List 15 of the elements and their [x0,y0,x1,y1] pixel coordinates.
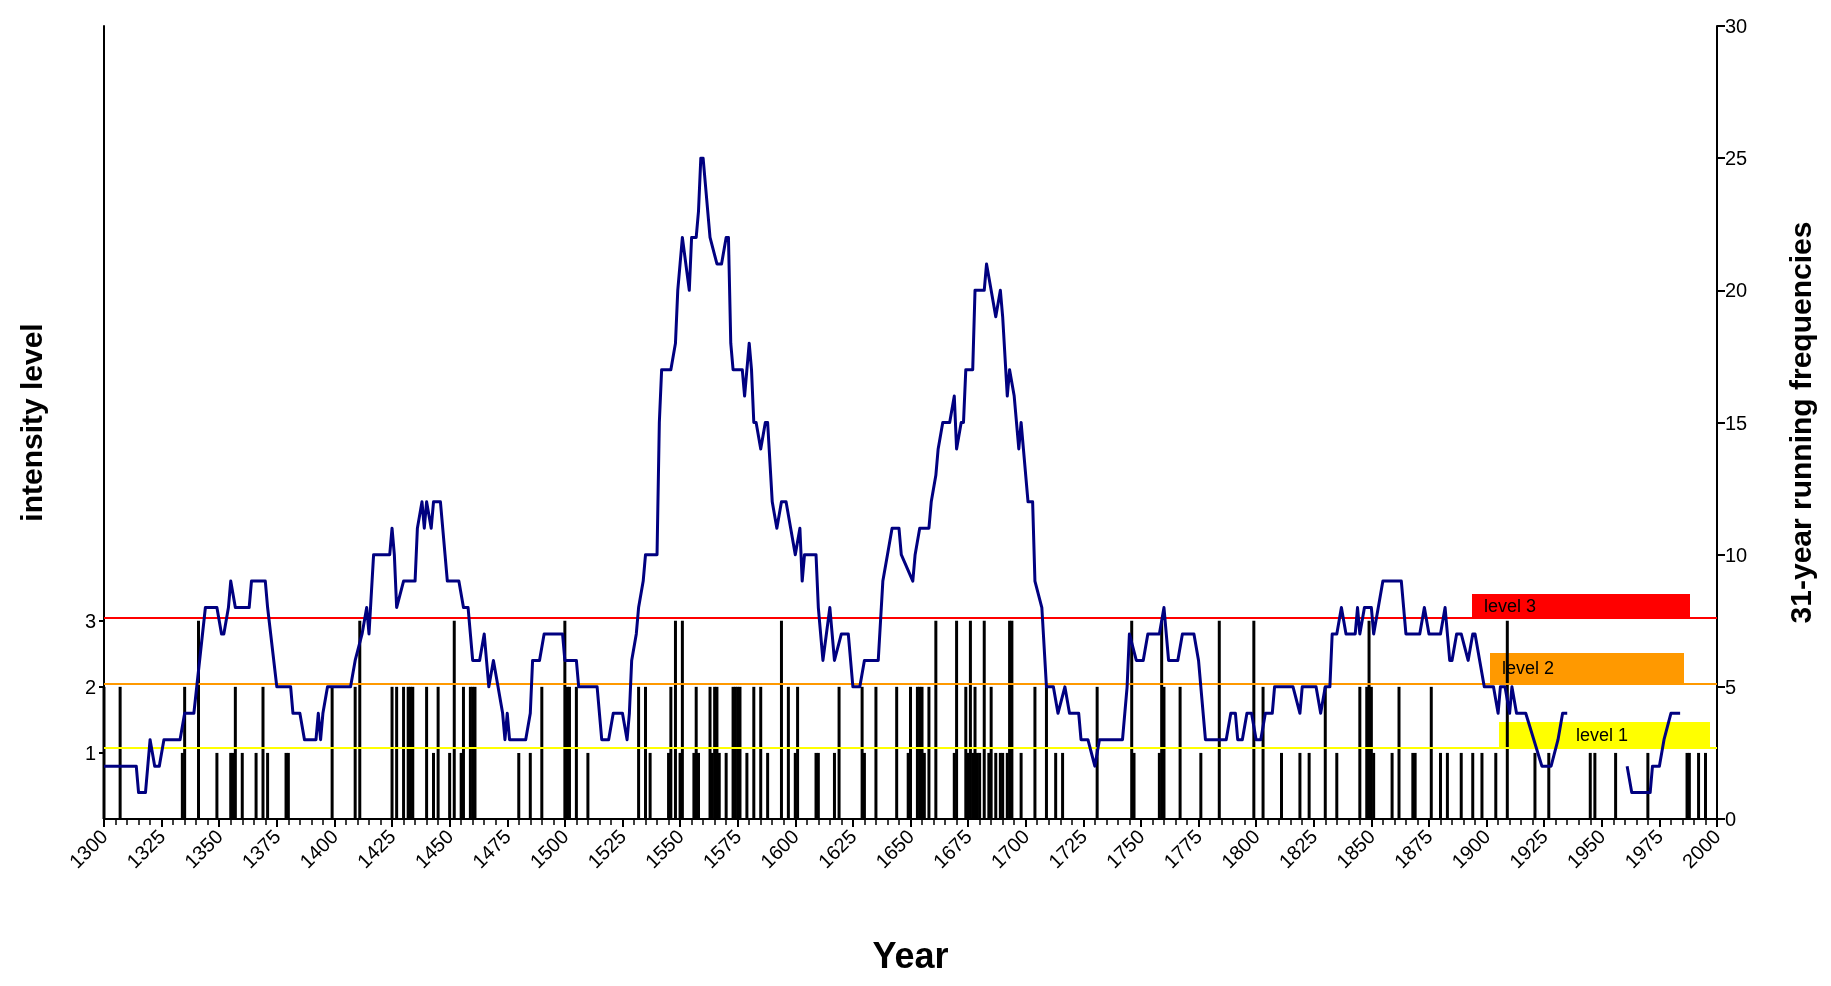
y2-tick-label: 20 [1725,279,1748,302]
y-tick-label: 3 [84,609,96,632]
level-tag: level 1 [1499,721,1710,748]
y-axis-title: intensity level [14,323,48,522]
y2-tick-label: 15 [1725,411,1748,434]
x-axis-title: Year [872,934,949,976]
level-tag: level 3 [1472,594,1690,619]
y-tick-label: 1 [84,741,96,764]
y2-tick-label: 25 [1725,147,1748,170]
y2-tick-label: 0 [1725,808,1737,830]
y2-axis-title: 31-year running frequencies [1783,221,1817,624]
y2-tick-label: 10 [1725,543,1748,566]
y2-tick-label: 5 [1725,675,1737,698]
y2-tick-label: 30 [1725,15,1748,37]
y-tick-label: 2 [84,675,96,698]
